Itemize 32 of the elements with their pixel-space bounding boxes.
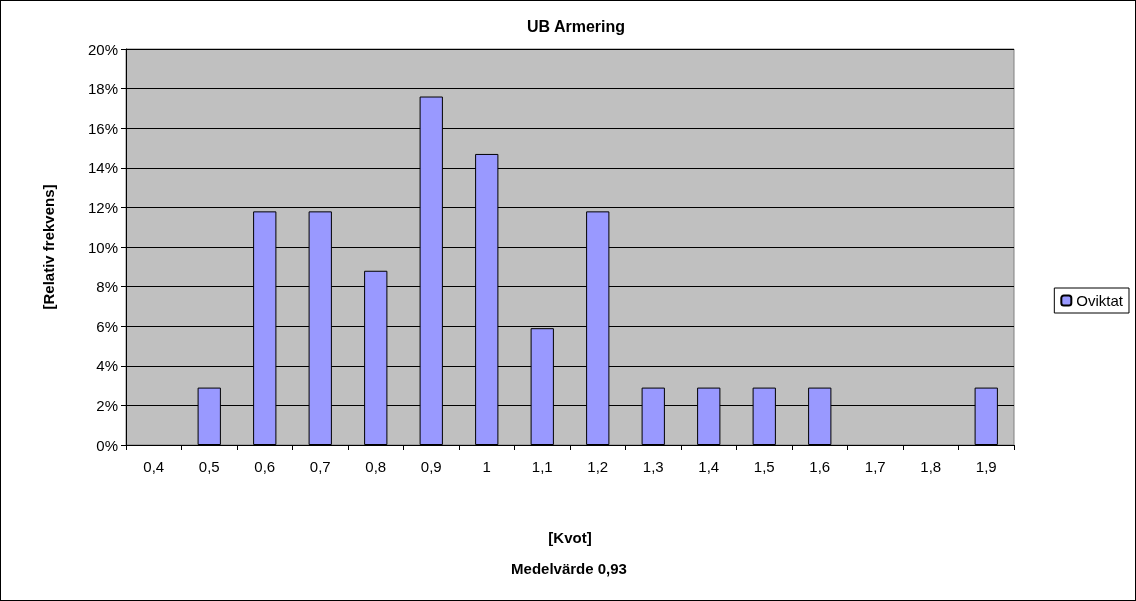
x-axis-title: [Kvot] [548, 529, 592, 546]
x-tick-label: 0,4 [143, 458, 165, 475]
y-tick-label: 16% [87, 119, 118, 137]
y-tick-label: 10% [87, 238, 118, 256]
y-tick-label: 0% [96, 436, 118, 454]
y-tick-label: 4% [96, 357, 118, 375]
legend-label: Oviktat [1076, 292, 1124, 309]
x-tick-label: 1,2 [587, 458, 609, 475]
x-tick-label: 1,7 [864, 458, 886, 475]
x-tick-label: 0,6 [254, 458, 276, 475]
x-tick-label: 1,1 [531, 458, 553, 475]
x-tick-label: 0,9 [420, 458, 442, 475]
y-tick-label: 12% [87, 198, 118, 216]
y-axis-title: [Relativ frekvens] [40, 184, 57, 310]
text: Medelvärde 0,93 [511, 560, 627, 577]
x-tick-label: 0,8 [365, 458, 387, 475]
y-tick-label: 18% [87, 80, 118, 98]
y-tick-label: 8% [96, 278, 118, 296]
x-tick-label: 1,5 [753, 458, 775, 475]
y-tick-label: 2% [96, 396, 118, 414]
x-tick-label: 1,3 [642, 458, 664, 475]
x-tick-label: 0,5 [198, 458, 220, 475]
x-tick-label: 1 [482, 458, 491, 475]
chart-title: UB Armering [526, 17, 626, 35]
y-tick-label: 14% [87, 159, 118, 177]
x-tick-label: 1,4 [698, 458, 720, 475]
x-tick-label: 1,9 [975, 458, 997, 475]
y-tick-label: 20% [87, 40, 118, 58]
y-tick-label: 6% [96, 317, 118, 335]
x-tick-label: 1,8 [920, 458, 942, 475]
x-tick-label: 0,7 [309, 458, 331, 475]
x-tick-label: 1,6 [809, 458, 831, 475]
